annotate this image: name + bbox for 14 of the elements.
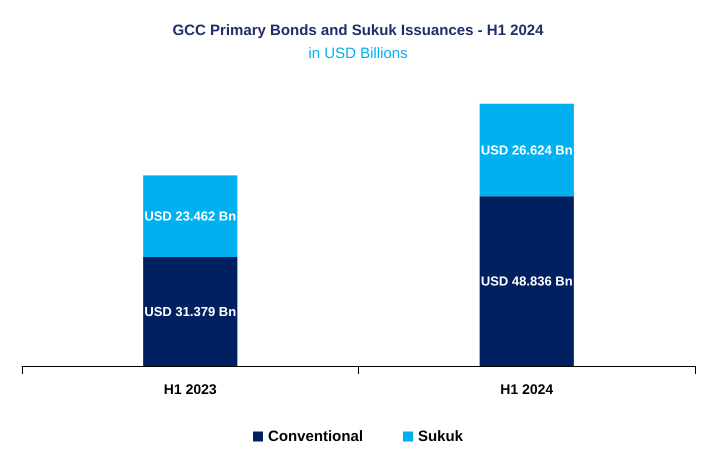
chart-subtitle: in USD Billions xyxy=(308,45,408,62)
bar xyxy=(480,104,574,196)
bar xyxy=(143,256,238,366)
chart-title: GCC Primary Bonds and Sukuk Issuances - H1 2024 xyxy=(172,22,544,39)
bar xyxy=(143,175,238,257)
bar xyxy=(480,196,574,366)
x-tick-label: H1 2023 xyxy=(164,381,217,397)
data-label: USD 48.836 Bn xyxy=(480,274,573,289)
data-label: USD 31.379 Bn xyxy=(144,304,236,319)
x-tick-label: H1 2024 xyxy=(500,381,554,397)
legend-label: Sukuk xyxy=(418,428,464,445)
data-label: USD 23.462 Bn xyxy=(144,208,236,224)
data-label: USD 26.624 Bn xyxy=(480,142,573,158)
legend-label: Conventional xyxy=(268,428,364,445)
